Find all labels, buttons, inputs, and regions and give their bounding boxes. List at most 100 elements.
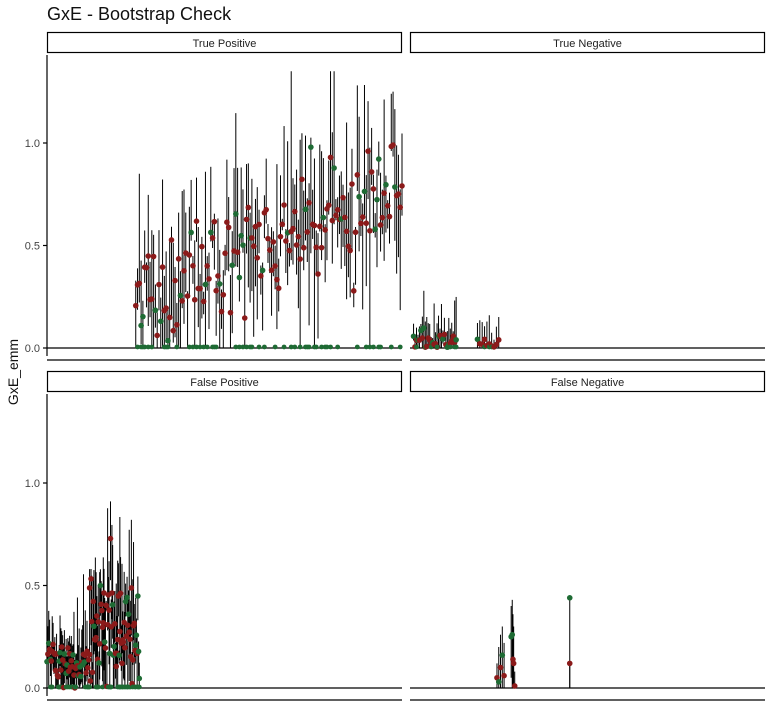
data-point: [125, 611, 132, 618]
data-point: [367, 227, 373, 234]
data-point: [122, 644, 128, 651]
data-point: [313, 344, 319, 350]
data-point: [94, 613, 100, 619]
data-point: [172, 277, 178, 284]
data-point: [453, 337, 459, 343]
data-point: [497, 664, 504, 671]
data-point: [130, 657, 136, 663]
data-point: [331, 165, 337, 171]
data-point: [131, 620, 138, 627]
data-point: [474, 336, 481, 343]
data-point: [135, 648, 142, 655]
data-point: [361, 188, 368, 195]
data-point: [259, 267, 266, 274]
data-point: [109, 601, 116, 608]
data-point: [377, 222, 384, 228]
data-point: [368, 169, 375, 175]
data-point: [236, 274, 243, 281]
data-point: [90, 598, 97, 605]
data-point: [293, 242, 300, 248]
data-point: [199, 243, 205, 250]
error-bars: [496, 597, 571, 688]
data-point: [99, 624, 106, 631]
data-point: [371, 344, 376, 350]
data-point: [358, 220, 364, 227]
data-point: [197, 285, 203, 292]
data-point: [149, 344, 155, 350]
data-point: [138, 322, 144, 329]
data-point: [395, 191, 402, 197]
data-point: [291, 208, 298, 215]
data-point: [145, 253, 152, 259]
data-point: [419, 335, 426, 341]
data-point: [86, 651, 93, 658]
data-point: [234, 249, 241, 256]
facet-panel: False Negative: [409, 370, 766, 701]
data-point: [270, 239, 277, 245]
data-point: [266, 247, 273, 253]
data-point: [345, 243, 352, 250]
data-point: [170, 327, 177, 334]
data-point: [124, 622, 131, 629]
data-point: [320, 214, 327, 221]
data-point: [101, 590, 107, 596]
data-point: [95, 684, 101, 690]
data-point: [352, 229, 359, 236]
data-points: [44, 535, 143, 691]
data-point: [286, 247, 293, 254]
data-point: [249, 235, 255, 241]
data-point: [245, 204, 252, 211]
data-point: [225, 224, 232, 231]
data-point: [112, 621, 118, 627]
data-point: [299, 176, 305, 183]
data-point: [191, 296, 198, 303]
data-point: [194, 344, 199, 350]
data-point: [399, 183, 405, 189]
data-point: [86, 585, 93, 591]
data-point: [85, 656, 92, 663]
data-point: [356, 193, 362, 200]
data-point: [174, 344, 180, 350]
facet-strip-label: False Negative: [551, 377, 624, 389]
data-point: [91, 623, 97, 630]
data-point: [250, 243, 257, 250]
data-point: [325, 202, 332, 209]
data-point: [108, 684, 114, 690]
data-point: [274, 276, 280, 283]
data-point: [100, 620, 107, 626]
facet-panel: True Negative: [409, 31, 766, 361]
data-point: [45, 651, 51, 657]
y-tick-label: 0.5: [25, 241, 40, 253]
data-point: [240, 344, 246, 350]
data-point: [295, 233, 302, 240]
data-point: [136, 280, 143, 287]
data-point: [315, 271, 321, 277]
data-point: [99, 607, 105, 614]
data-point: [397, 344, 403, 350]
data-point: [114, 636, 121, 643]
data-point: [343, 228, 350, 235]
data-point: [135, 593, 141, 599]
data-point: [124, 594, 130, 601]
facets-group: True Positive 0.0 0.5 1.0 True Negative False…: [25, 31, 766, 701]
data-point: [206, 276, 212, 282]
data-point: [197, 344, 203, 350]
data-point: [211, 218, 218, 225]
data-point: [154, 332, 160, 339]
data-point: [263, 206, 269, 213]
data-point: [116, 652, 122, 659]
data-point: [302, 206, 309, 213]
data-point: [149, 296, 155, 302]
data-point: [324, 344, 330, 350]
data-point: [186, 344, 192, 350]
data-point: [283, 238, 289, 244]
data-point: [375, 156, 382, 162]
data-point: [359, 214, 366, 220]
data-point: [165, 337, 171, 344]
data-point: [499, 652, 506, 658]
data-point: [511, 683, 518, 689]
data-point: [240, 242, 246, 248]
data-point: [50, 641, 56, 648]
data-points: [132, 142, 405, 350]
